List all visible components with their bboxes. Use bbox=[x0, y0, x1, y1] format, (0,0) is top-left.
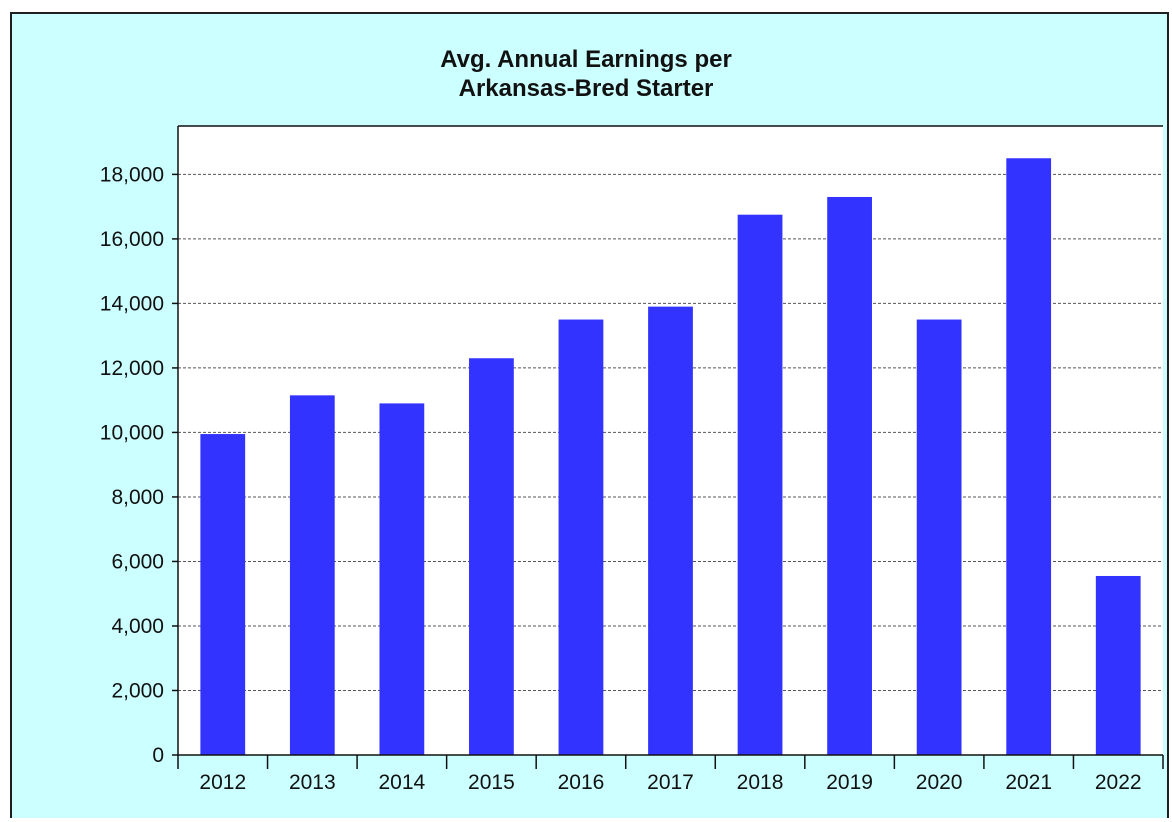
y-tick-label: 10,000 bbox=[100, 421, 164, 444]
bar bbox=[916, 319, 962, 755]
x-tick-label: 2018 bbox=[737, 771, 784, 794]
x-tick-label: 2019 bbox=[826, 771, 873, 794]
y-tick-label: 4,000 bbox=[111, 615, 164, 638]
bar bbox=[737, 214, 783, 755]
bar bbox=[289, 395, 335, 755]
y-tick-label: 12,000 bbox=[100, 357, 164, 380]
bar bbox=[558, 319, 604, 755]
chart-title: Avg. Annual Earnings per Arkansas-Bred S… bbox=[0, 45, 1172, 103]
bar bbox=[1095, 575, 1141, 755]
bar bbox=[827, 196, 872, 755]
bar bbox=[648, 306, 693, 755]
x-tick-label: 2021 bbox=[1005, 771, 1052, 794]
chart-title-line-1: Avg. Annual Earnings per bbox=[440, 46, 732, 73]
y-tick-label: 18,000 bbox=[100, 163, 164, 186]
chart-title-line-2: Arkansas-Bred Starter bbox=[458, 75, 714, 102]
y-tick-label: 14,000 bbox=[100, 292, 164, 315]
bar bbox=[1006, 158, 1052, 755]
y-tick-label: 16,000 bbox=[100, 228, 164, 251]
x-tick-label: 2012 bbox=[199, 771, 246, 794]
bar bbox=[469, 358, 514, 755]
bar bbox=[200, 434, 246, 755]
y-tick-label: 0 bbox=[152, 744, 164, 767]
y-tick-label: 8,000 bbox=[111, 486, 164, 509]
x-tick-label: 2016 bbox=[558, 771, 605, 794]
bar bbox=[379, 403, 425, 755]
x-tick-label: 2022 bbox=[1095, 771, 1142, 794]
x-tick-label: 2015 bbox=[468, 771, 515, 794]
x-tick-label: 2013 bbox=[289, 771, 336, 794]
y-tick-label: 6,000 bbox=[111, 550, 164, 573]
x-tick-label: 2017 bbox=[647, 771, 694, 794]
x-tick-label: 2014 bbox=[379, 771, 426, 794]
x-tick-label: 2020 bbox=[916, 771, 963, 794]
y-tick-label: 2,000 bbox=[111, 679, 164, 702]
